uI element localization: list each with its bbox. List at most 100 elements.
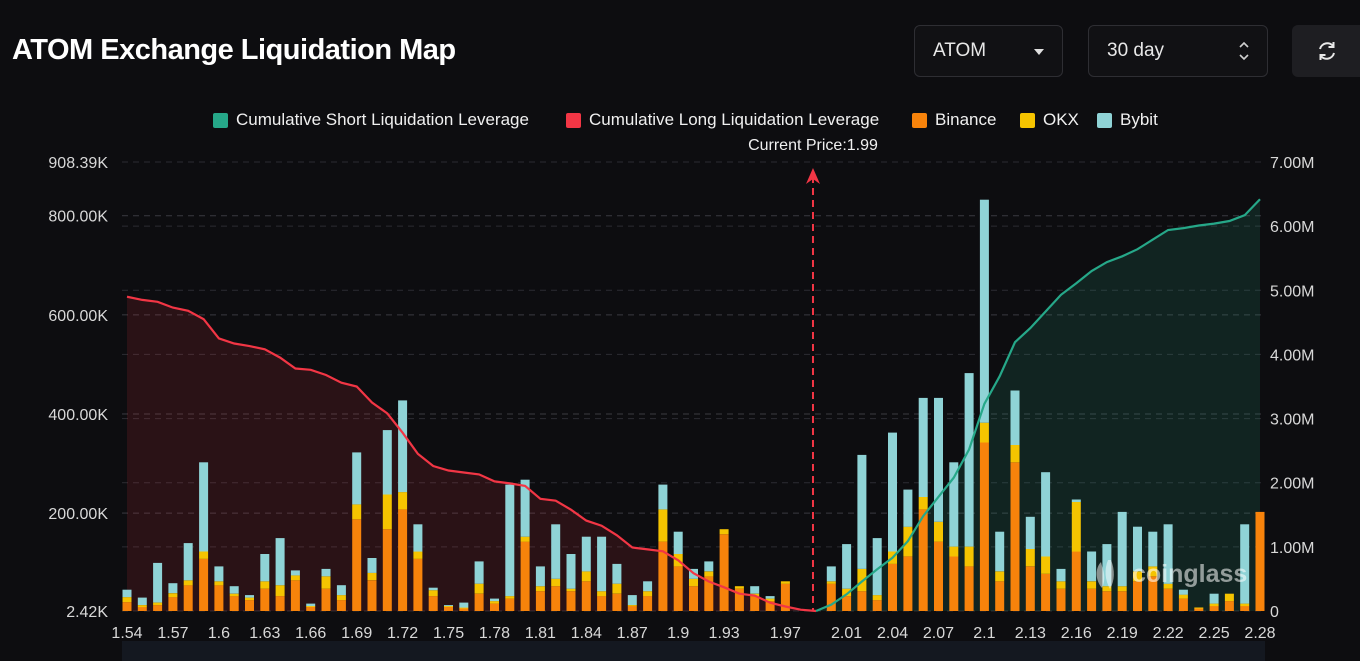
bar-bybit <box>581 536 591 572</box>
coin-select[interactable]: ATOM <box>914 25 1063 77</box>
bar-bybit <box>214 566 224 582</box>
y-right-tick-label: 0 <box>1270 604 1279 621</box>
bar-binance <box>979 442 989 611</box>
x-tick-label: 2.22 <box>1153 625 1184 642</box>
bar-bybit <box>229 586 239 594</box>
bar-okx <box>566 588 576 592</box>
bar-okx <box>367 572 377 581</box>
bar-binance <box>750 596 760 611</box>
bar-okx <box>535 586 545 592</box>
current-price-arrow-icon <box>805 168 820 184</box>
y-left-tick-label: 800.00K <box>48 209 108 226</box>
bar-okx <box>1102 586 1112 592</box>
bar-okx <box>1041 556 1051 574</box>
bar-binance <box>643 596 653 611</box>
bar-binance <box>1102 591 1112 611</box>
bar-okx <box>1117 586 1127 592</box>
x-tick-label: 2.07 <box>923 625 954 642</box>
x-tick-label: 1.54 <box>111 625 142 642</box>
y-right-tick-label: 2.00M <box>1270 476 1314 493</box>
bar-okx <box>964 546 974 567</box>
bar-binance <box>842 596 852 611</box>
legend-item-bybit[interactable]: Bybit <box>1097 110 1158 130</box>
bar-bybit <box>1071 499 1081 502</box>
bar-okx <box>1056 581 1066 589</box>
x-tick-label: 2.01 <box>831 625 862 642</box>
bar-bybit <box>934 397 943 522</box>
legend-item-binance[interactable]: Binance <box>912 110 996 130</box>
bar-bybit <box>290 570 300 576</box>
bar-bybit <box>428 587 438 591</box>
bar-bybit <box>566 554 576 589</box>
legend-item-long[interactable]: Cumulative Long Liquidation Leverage <box>566 110 879 130</box>
bar-binance <box>995 581 1005 611</box>
coin-select-value: ATOM <box>933 40 987 61</box>
bar-okx <box>1010 445 1020 463</box>
bar-binance <box>229 596 239 611</box>
bar-okx <box>382 494 392 530</box>
long-area <box>127 296 816 611</box>
bar-okx <box>398 492 408 510</box>
bar-bybit <box>1178 589 1188 595</box>
bar-binance <box>658 541 668 611</box>
refresh-button[interactable] <box>1292 25 1360 77</box>
bar-okx <box>581 571 591 582</box>
bar-bybit <box>1148 531 1158 567</box>
short-area <box>815 199 1260 611</box>
bar-okx <box>1087 581 1097 589</box>
bar-binance <box>566 591 576 611</box>
legend-item-okx[interactable]: OKX <box>1020 110 1079 130</box>
x-tick-label: 1.97 <box>770 625 801 642</box>
bar-binance <box>551 586 561 611</box>
bar-okx <box>1194 607 1204 609</box>
bar-binance <box>1178 598 1188 611</box>
bar-bybit <box>903 489 913 527</box>
chart-legend: Cumulative Short Liquidation Leverage Cu… <box>0 110 1360 132</box>
bar-binance <box>903 556 913 611</box>
bar-okx <box>597 591 607 597</box>
bar-binance <box>949 556 959 611</box>
bar-bybit <box>444 605 453 607</box>
bar-okx <box>229 593 239 597</box>
y-right-tick-label: 4.00M <box>1270 347 1314 364</box>
x-tick-label: 2.13 <box>1015 625 1046 642</box>
bar-binance <box>153 605 163 611</box>
bar-binance <box>1148 576 1158 611</box>
x-tick-label: 1.81 <box>525 625 556 642</box>
bar-okx <box>1163 583 1173 589</box>
bar-okx <box>658 509 668 542</box>
bar-okx <box>612 583 622 594</box>
bar-binance <box>490 603 499 611</box>
bar-okx <box>1025 549 1035 567</box>
legend-item-short[interactable]: Cumulative Short Liquidation Leverage <box>213 110 529 130</box>
legend-swatch-okx <box>1020 112 1035 128</box>
bar-binance <box>1056 588 1066 611</box>
x-tick-label: 1.69 <box>341 625 372 642</box>
bar-okx <box>474 583 484 594</box>
bar-bybit <box>535 566 545 587</box>
bar-bybit <box>505 484 515 597</box>
bar-binance <box>428 596 438 611</box>
bar-binance <box>168 597 178 611</box>
bar-bybit <box>321 568 331 577</box>
bar-okx <box>918 497 928 510</box>
bar-bybit <box>857 454 867 569</box>
bar-binance <box>214 585 224 611</box>
bar-okx <box>505 596 515 599</box>
period-select[interactable]: 30 day <box>1088 25 1268 77</box>
x-tick-label: 1.66 <box>295 625 326 642</box>
long-line <box>126 295 817 613</box>
bar-bybit <box>474 561 484 584</box>
legend-swatch-bybit <box>1097 112 1112 128</box>
bar-bybit <box>1087 551 1097 582</box>
bar-bybit <box>336 585 346 596</box>
bar-okx <box>780 581 790 584</box>
bar-bybit <box>673 531 683 554</box>
bar-binance <box>260 588 270 611</box>
bar-bybit <box>1133 526 1142 572</box>
bar-binance <box>581 581 591 611</box>
bar-binance <box>382 529 392 611</box>
bar-binance <box>1224 601 1234 611</box>
bar-okx <box>275 585 285 597</box>
